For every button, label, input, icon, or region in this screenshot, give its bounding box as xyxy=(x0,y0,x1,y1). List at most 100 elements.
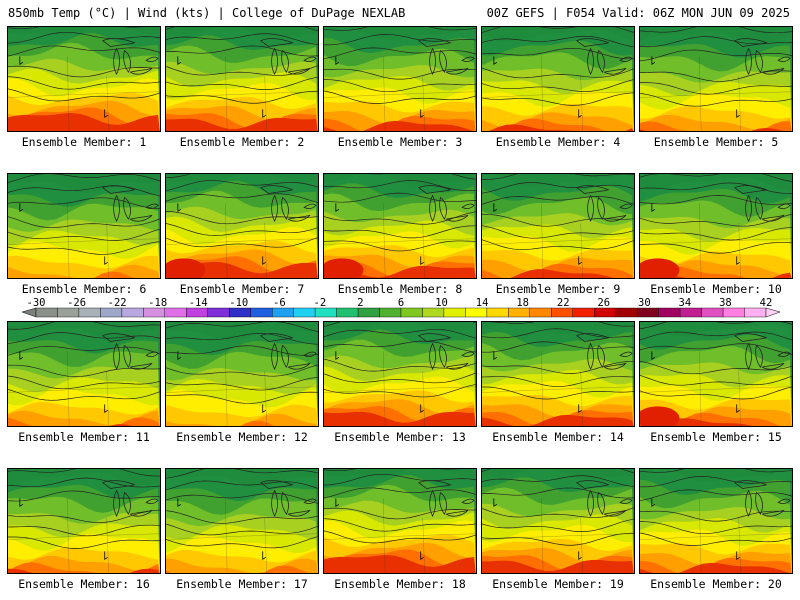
colorbar-tick-label: 34 xyxy=(678,297,692,309)
colorbar-swatch xyxy=(164,307,187,318)
colorbar-swatch xyxy=(722,307,745,318)
ensemble-member-label: Ensemble Member: 10 xyxy=(650,282,782,296)
colorbar-tick-label: -6 xyxy=(273,297,286,309)
temperature-map xyxy=(323,26,477,132)
colorbar-swatch xyxy=(186,307,209,318)
temperature-map xyxy=(639,321,793,427)
colorbar-swatch xyxy=(207,307,230,318)
ensemble-member-label: Ensemble Member: 3 xyxy=(337,135,463,149)
temperature-map xyxy=(481,321,635,427)
colorbar-swatch xyxy=(701,307,724,318)
colorbar-swatch xyxy=(357,307,380,318)
colorbar-tick-label: 18 xyxy=(516,297,529,309)
colorbar-tick-label: 26 xyxy=(597,297,611,309)
ensemble-member-label: Ensemble Member: 18 xyxy=(334,577,466,591)
colorbar-left-arrow xyxy=(21,307,37,318)
ensemble-member-label: Ensemble Member: 17 xyxy=(176,577,308,591)
ensemble-member-label: Ensemble Member: 8 xyxy=(337,282,463,296)
header-title-left: 850mb Temp (°C) | Wind (kts) | College o… xyxy=(8,6,406,20)
colorbar-tick-label: -2 xyxy=(313,297,327,309)
ensemble-member-label: Ensemble Member: 13 xyxy=(334,430,466,444)
colorbar-tick-label: -22 xyxy=(107,297,127,309)
temperature-colorbar: -30 -26 -22 -18 -14 -10 -6 -2 2 6 10 14 18 22 26 30 34 38… xyxy=(0,297,800,319)
colorbar-swatch xyxy=(658,307,681,318)
temperature-map xyxy=(639,173,793,279)
colorbar-swatch xyxy=(78,307,101,318)
colorbar-tick-label: -14 xyxy=(188,297,208,309)
temperature-map xyxy=(481,173,635,279)
ensemble-member-label: Ensemble Member: 16 xyxy=(18,577,150,591)
colorbar-tick-label: 22 xyxy=(556,297,570,309)
colorbar-tick-label: 6 xyxy=(397,297,405,309)
colorbar-swatch xyxy=(379,307,402,318)
colorbar-swatch xyxy=(143,307,166,318)
ensemble-member-label: Ensemble Member: 5 xyxy=(653,135,779,149)
colorbar-tick-label: 30 xyxy=(638,297,651,309)
temperature-map xyxy=(323,173,477,279)
ensemble-member-label: Ensemble Member: 4 xyxy=(495,135,621,149)
colorbar-swatch xyxy=(314,307,337,318)
colorbar-swatch xyxy=(293,307,316,318)
colorbar-tick-label: 42 xyxy=(759,297,773,309)
colorbar-swatch xyxy=(744,307,767,318)
ensemble-member-label: Ensemble Member: 7 xyxy=(179,282,305,296)
colorbar-tick-label: -30 xyxy=(26,297,46,309)
colorbar-swatch xyxy=(35,307,58,318)
temperature-map xyxy=(323,468,477,574)
colorbar-swatch xyxy=(57,307,80,318)
ensemble-member-label: Ensemble Member: 1 xyxy=(21,135,147,149)
ensemble-member-label: Ensemble Member: 12 xyxy=(176,430,308,444)
colorbar-tick-label: -18 xyxy=(148,297,168,309)
colorbar-right-arrow xyxy=(765,307,781,318)
colorbar-tick-labels: -30 -26 -22 -18 -14 -10 -6 -2 2 6 10 14 18 22 26 30 34 38… xyxy=(0,297,800,309)
ensemble-member-label: Ensemble Member: 19 xyxy=(492,577,624,591)
colorbar-tick-label: -10 xyxy=(229,297,249,309)
colorbar-swatch xyxy=(228,307,251,318)
colorbar-swatch xyxy=(443,307,466,318)
ensemble-member-label: Ensemble Member: 11 xyxy=(18,430,150,444)
map-header: 850mb Temp (°C) | Wind (kts) | College o… xyxy=(0,0,800,22)
colorbar-swatch xyxy=(594,307,616,318)
colorbar-swatch xyxy=(615,307,638,318)
colorbar-swatch xyxy=(529,307,552,318)
ensemble-member-label: Ensemble Member: 2 xyxy=(179,135,305,149)
temperature-map xyxy=(481,26,635,132)
temperature-map xyxy=(639,468,793,574)
temperature-map xyxy=(165,468,319,574)
temperature-map xyxy=(7,321,161,427)
colorbar-swatch xyxy=(250,307,273,318)
ensemble-member-label: Ensemble Member: 14 xyxy=(492,430,624,444)
colorbar-tick-label: 10 xyxy=(435,297,448,309)
colorbar-tick-label: 14 xyxy=(475,297,489,309)
colorbar-swatch xyxy=(551,307,573,318)
ensemble-member-label: Ensemble Member: 6 xyxy=(21,282,147,296)
temperature-map xyxy=(165,173,319,279)
ensemble-member-label: Ensemble Member: 9 xyxy=(495,282,621,296)
colorbar-swatch xyxy=(465,307,488,318)
header-title-right: 00Z GEFS | F054 Valid: 06Z MON JUN 09 20… xyxy=(486,6,790,20)
colorbar-swatch xyxy=(637,307,659,318)
colorbar-tick-label: 38 xyxy=(719,297,732,309)
colorbar-swatch xyxy=(336,307,359,318)
colorbar-swatch xyxy=(121,307,144,318)
ensemble-member-label: Ensemble Member: 20 xyxy=(650,577,782,591)
temperature-map xyxy=(7,26,161,132)
colorbar-swatch xyxy=(422,307,445,318)
colorbar-swatches xyxy=(21,307,781,318)
colorbar-swatch xyxy=(272,307,294,318)
colorbar-swatch xyxy=(679,307,702,318)
colorbar-swatch xyxy=(486,307,509,318)
temperature-map xyxy=(7,173,161,279)
temperature-map xyxy=(639,26,793,132)
ensemble-member-label: Ensemble Member: 15 xyxy=(650,430,782,444)
temperature-map xyxy=(165,26,319,132)
temperature-map xyxy=(165,321,319,427)
colorbar-swatch xyxy=(572,307,595,318)
colorbar-tick-label: 2 xyxy=(357,297,364,309)
temperature-map xyxy=(7,468,161,574)
temperature-map xyxy=(323,321,477,427)
colorbar-swatch xyxy=(100,307,123,318)
colorbar-tick-label: -26 xyxy=(67,297,87,309)
temperature-map xyxy=(481,468,635,574)
